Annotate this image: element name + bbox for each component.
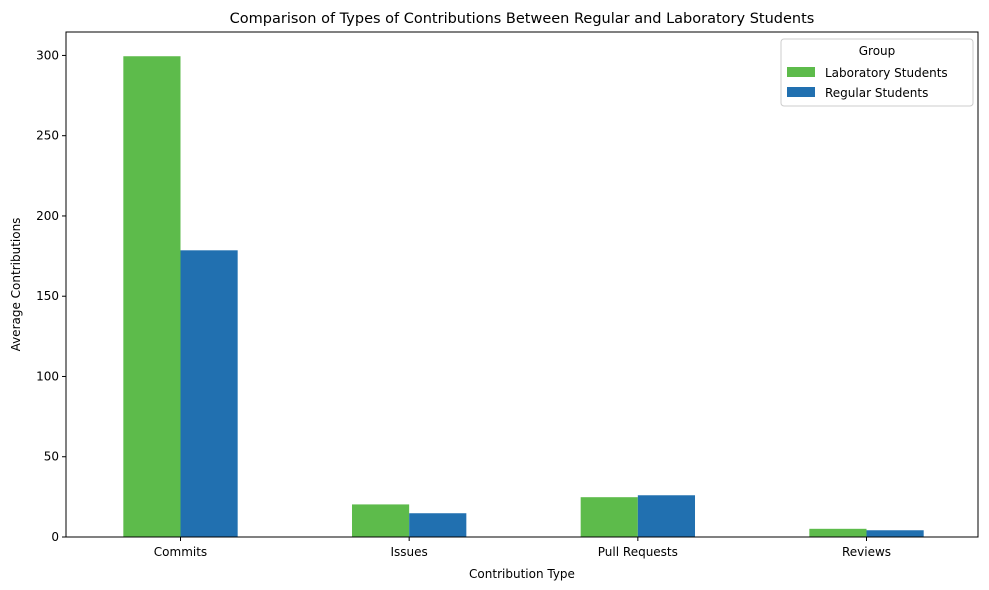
bar-laboratory-students-pull-requests [580, 497, 638, 537]
y-tick-label: 50 [44, 450, 59, 464]
y-axis-label: Average Contributions [9, 218, 23, 352]
legend-swatch-laboratory-students [787, 67, 815, 77]
bar-laboratory-students-commits [123, 56, 181, 538]
legend-label-laboratory-students: Laboratory Students [825, 66, 948, 80]
bar-laboratory-students-reviews [809, 528, 867, 537]
bar-regular-students-commits [180, 250, 238, 537]
legend-items: Laboratory Students Regular Students [787, 66, 948, 100]
y-axis-ticks: 0 50 100 150 200 250 300 [36, 48, 66, 544]
x-tick-label: Pull Requests [598, 545, 678, 559]
x-tick-label: Commits [154, 545, 207, 559]
legend-title: Group [859, 44, 896, 58]
bar-regular-students-issues [409, 513, 467, 537]
bar-laboratory-students-issues [352, 504, 410, 537]
bar-regular-students-reviews [866, 530, 924, 537]
y-tick-label: 150 [36, 289, 59, 303]
plot-frame [65, 31, 979, 538]
bars-group [123, 56, 924, 538]
legend: Group Laboratory Students Regular Student… [780, 38, 974, 107]
y-tick-label: 300 [36, 48, 59, 62]
x-axis-label: Contribution Type [469, 567, 575, 581]
x-tick-label: Reviews [842, 545, 891, 559]
x-tick-label: Issues [391, 545, 428, 559]
bar-regular-students-pull-requests [637, 495, 696, 537]
y-tick-label: 0 [51, 530, 59, 544]
y-tick-label: 250 [36, 129, 59, 143]
y-tick-label: 100 [36, 369, 59, 383]
x-axis-ticks: Commits Issues Pull Requests Reviews [154, 537, 891, 559]
chart-title: Comparison of Types of Contributions Bet… [230, 11, 815, 27]
y-tick-label: 200 [36, 209, 59, 223]
legend-label-regular-students: Regular Students [825, 86, 928, 100]
legend-swatch-regular-students [787, 87, 815, 97]
legend-frame [780, 38, 974, 107]
